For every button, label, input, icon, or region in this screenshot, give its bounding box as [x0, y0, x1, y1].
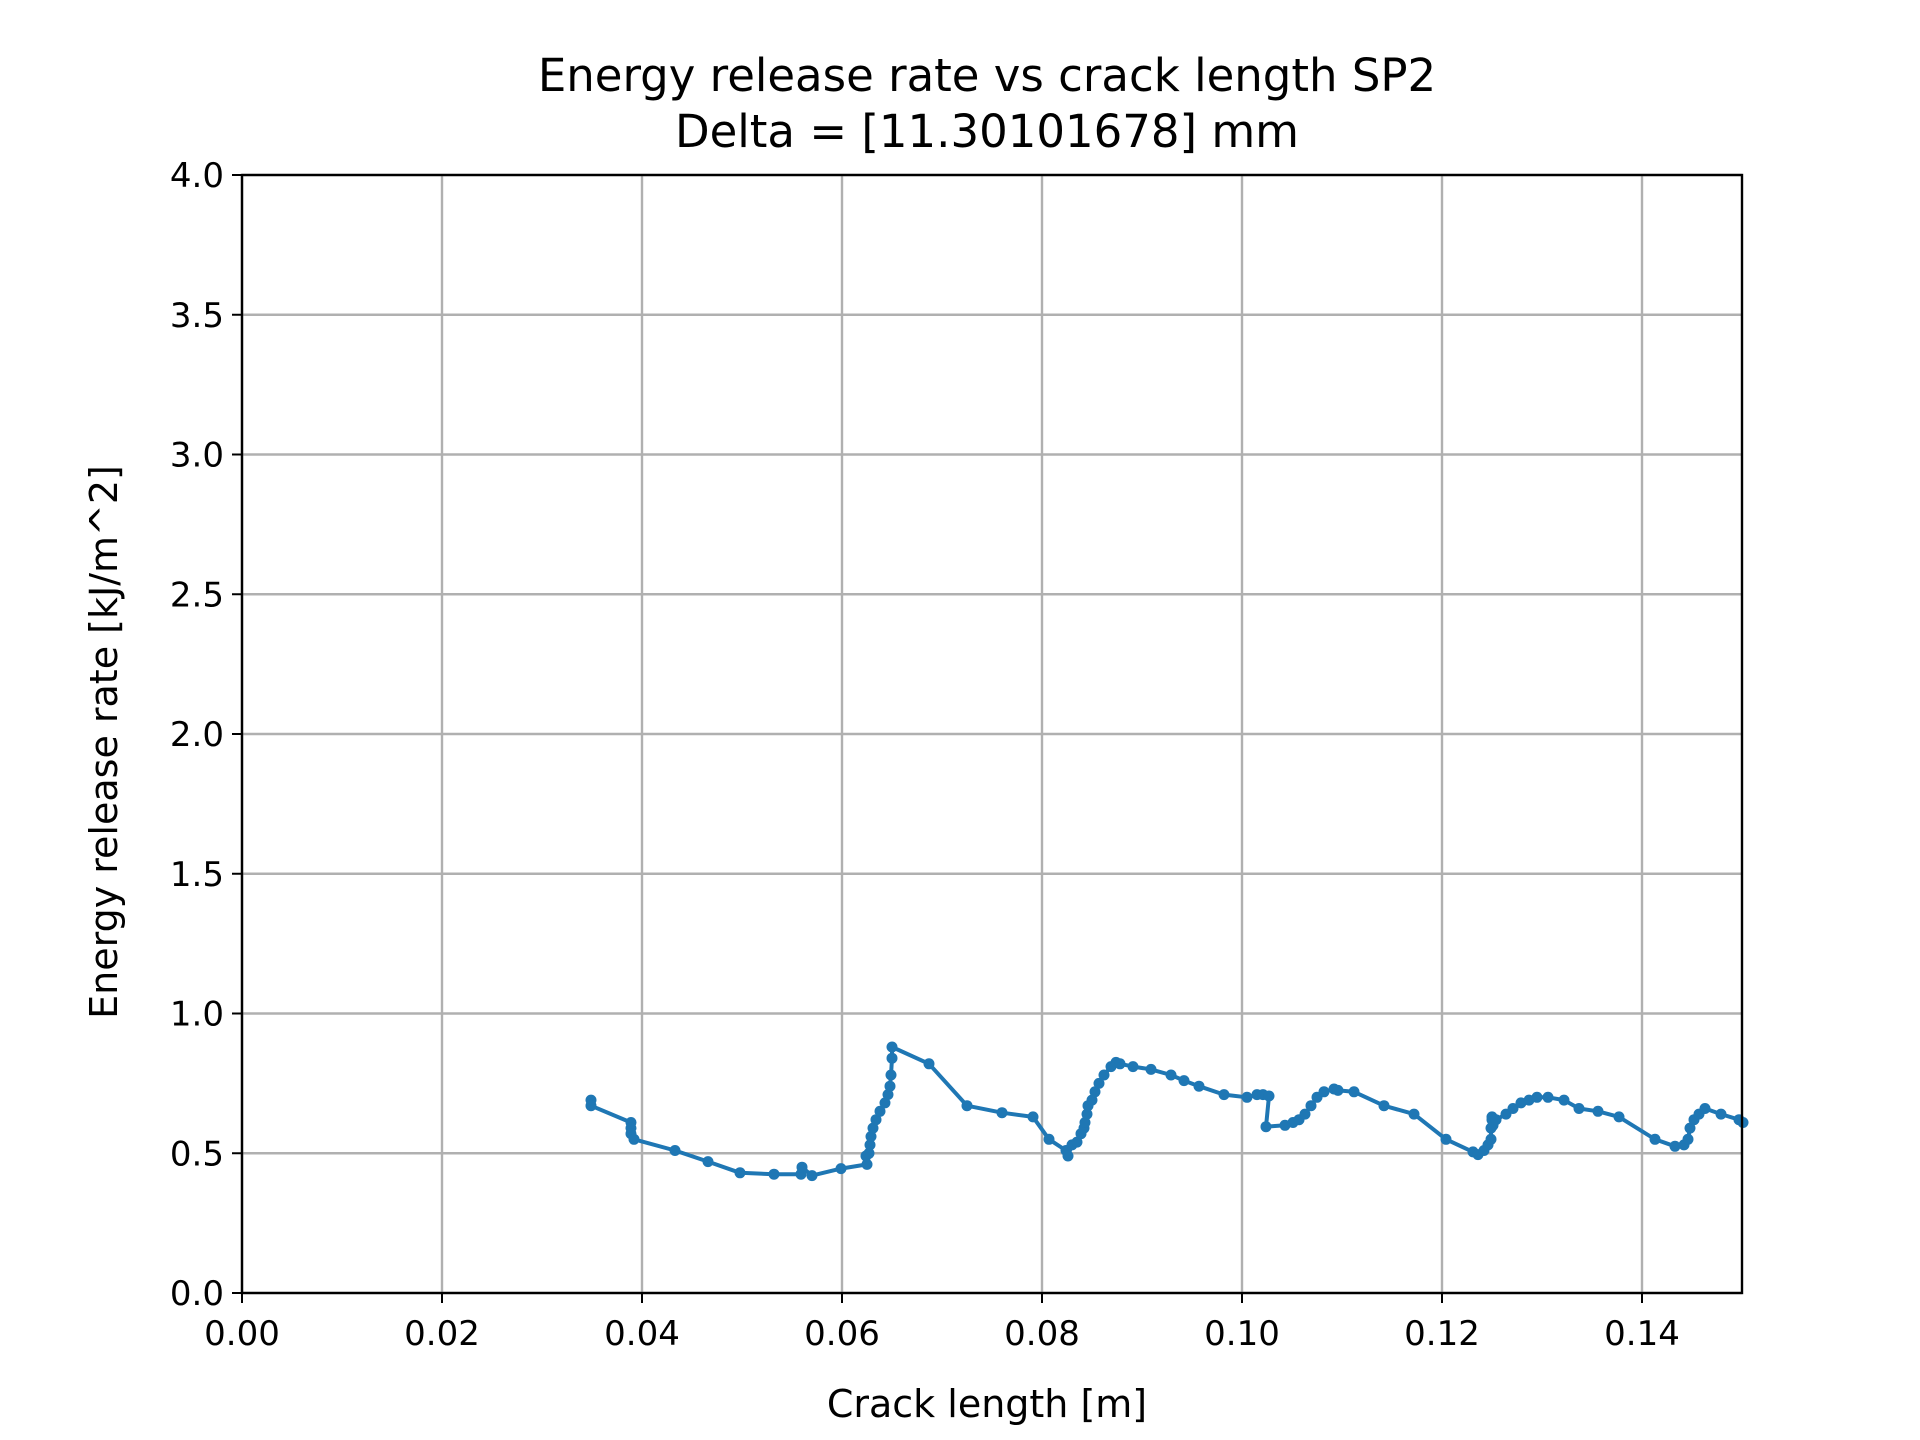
data-point — [879, 1097, 891, 1109]
data-point — [1531, 1091, 1543, 1103]
chart-title: Energy release rate vs crack length SP2 — [538, 49, 1436, 102]
data-point — [1114, 1058, 1126, 1070]
data-point — [702, 1156, 714, 1168]
data-point — [835, 1163, 847, 1175]
plot-area — [585, 1041, 1749, 1182]
data-point — [961, 1100, 973, 1112]
y-axis-label: Energy release rate [kJ/m^2] — [82, 465, 126, 1019]
data-point — [1093, 1077, 1105, 1089]
x-tick-label: 0.12 — [1404, 1314, 1480, 1354]
y-tick-label: 0.0 — [170, 1274, 224, 1314]
data-point — [1305, 1100, 1317, 1112]
x-tick-label: 0.00 — [204, 1314, 280, 1354]
x-tick-label: 0.08 — [1004, 1314, 1080, 1354]
data-point — [768, 1168, 780, 1180]
data-point — [1263, 1090, 1275, 1102]
data-point — [1684, 1122, 1696, 1134]
x-tick-label: 0.10 — [1204, 1314, 1280, 1354]
data-point — [1699, 1103, 1711, 1114]
data-point — [864, 1139, 876, 1151]
data-point — [1086, 1094, 1098, 1106]
data-point — [1485, 1133, 1497, 1145]
y-tick-label: 1.5 — [170, 855, 224, 895]
x-tick-label: 0.02 — [404, 1314, 480, 1354]
data-point — [1715, 1108, 1727, 1120]
data-point — [865, 1131, 877, 1142]
data-point — [1027, 1111, 1039, 1123]
data-point — [1507, 1103, 1519, 1114]
data-point — [1490, 1114, 1502, 1126]
data-point — [1145, 1063, 1157, 1075]
y-tick-label: 2.5 — [170, 575, 224, 615]
data-point — [1193, 1080, 1205, 1092]
data-point — [585, 1100, 597, 1112]
data-point — [1043, 1133, 1055, 1145]
data-point — [923, 1058, 935, 1070]
data-point — [885, 1069, 897, 1081]
data-point — [1613, 1111, 1625, 1123]
data-point — [874, 1105, 886, 1117]
data-point — [884, 1080, 896, 1092]
data-point — [882, 1089, 894, 1101]
data-point — [1218, 1089, 1230, 1101]
data-point — [1669, 1140, 1681, 1152]
y-tick-label: 0.5 — [170, 1134, 224, 1174]
data-point — [870, 1114, 882, 1126]
data-point — [806, 1170, 818, 1182]
x-axis-ticks: 0.00 0.02 0.04 0.06 0.08 0.10 0.12 0.14 — [204, 1293, 1680, 1354]
data-point — [1178, 1075, 1190, 1087]
data-point — [1542, 1091, 1554, 1103]
data-point — [1378, 1100, 1390, 1112]
x-tick-label: 0.06 — [804, 1314, 880, 1354]
data-point — [861, 1158, 873, 1170]
y-tick-label: 3.5 — [170, 296, 224, 336]
data-point — [1682, 1133, 1694, 1145]
data-point — [863, 1147, 875, 1159]
data-point — [1592, 1105, 1604, 1117]
data-point — [996, 1107, 1008, 1119]
x-tick-label: 0.14 — [1604, 1314, 1680, 1354]
data-point — [1332, 1084, 1344, 1096]
data-point — [669, 1145, 681, 1156]
data-point — [1081, 1108, 1093, 1120]
data-point — [1098, 1069, 1110, 1081]
data-point — [1260, 1121, 1272, 1133]
data-point — [1573, 1103, 1585, 1114]
data-point — [886, 1041, 898, 1053]
chart-subtitle: Delta = [11.30101678] mm — [675, 105, 1299, 158]
data-point — [1348, 1086, 1360, 1098]
data-point — [1089, 1086, 1101, 1098]
data-point — [1241, 1091, 1253, 1103]
y-tick-label: 3.0 — [170, 436, 224, 476]
data-point — [734, 1167, 746, 1179]
data-point — [867, 1122, 879, 1134]
y-axis-ticks: 0.0 0.5 1.0 1.5 2.0 2.5 3.0 3.5 4.0 — [170, 156, 242, 1314]
x-axis-label: Crack length [m] — [827, 1382, 1147, 1426]
data-point — [1408, 1108, 1420, 1120]
data-point — [1062, 1150, 1074, 1162]
data-point — [628, 1133, 640, 1145]
data-point — [1558, 1094, 1570, 1106]
data-point — [1318, 1086, 1330, 1098]
data-point — [1127, 1061, 1139, 1073]
data-point — [1440, 1133, 1452, 1145]
y-tick-label: 1.0 — [170, 995, 224, 1035]
data-point — [1299, 1108, 1311, 1120]
data-point — [1649, 1133, 1661, 1145]
x-tick-label: 0.04 — [604, 1314, 680, 1354]
data-point — [886, 1052, 898, 1064]
data-point — [796, 1161, 808, 1173]
data-point — [1165, 1069, 1177, 1081]
data-point — [1079, 1117, 1091, 1128]
data-point — [1071, 1136, 1083, 1148]
y-tick-label: 4.0 — [170, 156, 224, 196]
y-tick-label: 2.0 — [170, 715, 224, 755]
